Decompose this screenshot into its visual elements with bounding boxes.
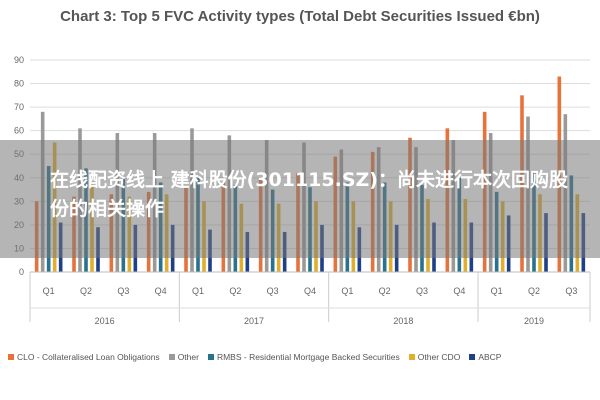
x-tick-label: Q3 bbox=[416, 286, 428, 296]
legend-label: Other CDO bbox=[417, 352, 461, 362]
x-tick-label: Q2 bbox=[229, 286, 241, 296]
y-tick-label: 80 bbox=[14, 79, 24, 89]
chart-title: Chart 3: Top 5 FVC Activity types (Total… bbox=[60, 8, 540, 25]
legend-swatch bbox=[408, 354, 415, 360]
y-tick-label: 70 bbox=[14, 102, 24, 112]
legend-item: CLO - Collateralised Loan Obligations bbox=[8, 352, 160, 362]
x-tick-label: Q3 bbox=[565, 286, 577, 296]
legend-swatch bbox=[469, 354, 476, 360]
legend-swatch bbox=[8, 354, 14, 360]
year-label: 2016 bbox=[95, 316, 115, 326]
chart-legend: CLO - Collateralised Loan Obligations Oth… bbox=[8, 352, 598, 362]
legend-label: RMBS - Residential Mortgage Backed Secur… bbox=[216, 352, 400, 362]
banner-text: 在线配资线上 建科股份(301115.SZ)：尚未进行本次回购股份的相关操作 bbox=[50, 169, 568, 220]
legend-item: ABCP bbox=[469, 352, 501, 362]
year-label: 2018 bbox=[393, 316, 413, 326]
legend-item: RMBS - Residential Mortgage Backed Secur… bbox=[207, 352, 400, 362]
year-label: 2019 bbox=[524, 316, 544, 326]
x-tick-label: Q1 bbox=[192, 286, 204, 296]
year-label: 2017 bbox=[244, 316, 264, 326]
y-tick-label: 0 bbox=[19, 267, 24, 277]
x-tick-label: Q3 bbox=[117, 286, 129, 296]
overlay-banner: 在线配资线上 建科股份(301115.SZ)：尚未进行本次回购股份的相关操作 bbox=[0, 140, 600, 258]
legend-swatch bbox=[207, 354, 214, 360]
x-tick-label: Q1 bbox=[341, 286, 353, 296]
x-tick-label: Q4 bbox=[155, 286, 167, 296]
legend-label: ABCP bbox=[478, 352, 502, 362]
x-tick-label: Q1 bbox=[43, 286, 55, 296]
x-tick-label: Q4 bbox=[304, 286, 316, 296]
x-tick-label: Q2 bbox=[80, 286, 92, 296]
x-tick-label: Q2 bbox=[528, 286, 540, 296]
y-tick-label: 60 bbox=[14, 126, 24, 136]
legend-item: Other bbox=[168, 352, 199, 362]
x-tick-label: Q2 bbox=[379, 286, 391, 296]
legend-label: CLO - Collateralised Loan Obligations bbox=[17, 352, 160, 362]
x-tick-label: Q3 bbox=[267, 286, 279, 296]
y-tick-label: 90 bbox=[14, 55, 24, 65]
x-tick-label: Q1 bbox=[491, 286, 503, 296]
legend-item: Other CDO bbox=[408, 352, 461, 362]
legend-label: Other bbox=[177, 352, 199, 362]
legend-swatch bbox=[168, 354, 175, 360]
x-tick-label: Q4 bbox=[453, 286, 465, 296]
